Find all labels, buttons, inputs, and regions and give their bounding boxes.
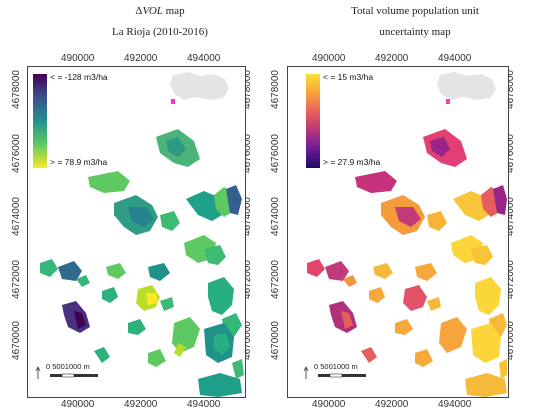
x-tick-bottom: 492000: [375, 399, 409, 410]
legend-top-label: < = 15 m3/ha: [323, 72, 374, 82]
y-tick-left: 4674000: [269, 197, 281, 236]
uncertainty-patches: [307, 129, 507, 397]
scale-bar: [35, 366, 98, 379]
y-tick-left: 4670000: [269, 321, 281, 360]
x-tick-top: 494000: [438, 53, 472, 64]
legend-bottom-label: > = 27.9 m3/ha: [323, 157, 381, 167]
inset-map: [437, 72, 496, 100]
left-map-title: ΔVOL map La Rioja (2010-2016): [112, 5, 208, 38]
x-tick-top: 492000: [375, 53, 409, 64]
left-map-panel: 490000 492000 494000 490000 492000 49400…: [10, 53, 253, 410]
inset-map: [170, 72, 229, 100]
left-map-canvas: [33, 72, 244, 397]
x-tick-bottom: 490000: [61, 399, 95, 410]
y-tick-left: 4676000: [10, 134, 22, 173]
right-map-title: Total volume population unit uncertainty…: [351, 5, 479, 38]
right-map-panel: 490000 492000 494000 490000 492000 49400…: [270, 0, 550, 419]
x-tick-top: 490000: [312, 53, 346, 64]
y-tick-left: 4678000: [10, 70, 22, 109]
scale-bar: [303, 366, 366, 379]
legend-top-label: < = -128 m3/ha: [50, 72, 108, 82]
y-tick-left: 4672000: [269, 260, 281, 299]
inset-marker: [446, 99, 450, 104]
y-tick-left: 4674000: [10, 197, 22, 236]
x-tick-bottom: 494000: [187, 399, 221, 410]
scale-bar-label: 0 5001000 m: [46, 362, 90, 371]
x-tick-bottom: 492000: [124, 399, 158, 410]
inset-marker: [171, 99, 175, 104]
left-map-frame: < = -128 m3/ha > = 78.9 m3/ha 0 5001000 …: [27, 66, 246, 398]
legend-colorbar: [306, 74, 320, 168]
y-tick-left: 4678000: [269, 70, 281, 109]
x-tick-top: 492000: [124, 53, 158, 64]
legend-bottom-label: > = 78.9 m3/ha: [50, 157, 108, 167]
right-map-frame: < = 15 m3/ha > = 27.9 m3/ha 0 5001000 m: [287, 66, 509, 398]
right-map-canvas: [303, 72, 507, 397]
y-tick-left: 4676000: [269, 134, 281, 173]
legend-colorbar: [33, 74, 47, 168]
y-tick-left: 4670000: [10, 321, 22, 360]
forest-patches: [40, 129, 244, 397]
scale-bar-label: 0 5001000 m: [314, 362, 358, 371]
y-tick-left: 4672000: [10, 260, 22, 299]
x-tick-bottom: 490000: [312, 399, 346, 410]
x-tick-top: 494000: [187, 53, 221, 64]
x-tick-bottom: 494000: [438, 399, 472, 410]
x-tick-top: 490000: [61, 53, 95, 64]
